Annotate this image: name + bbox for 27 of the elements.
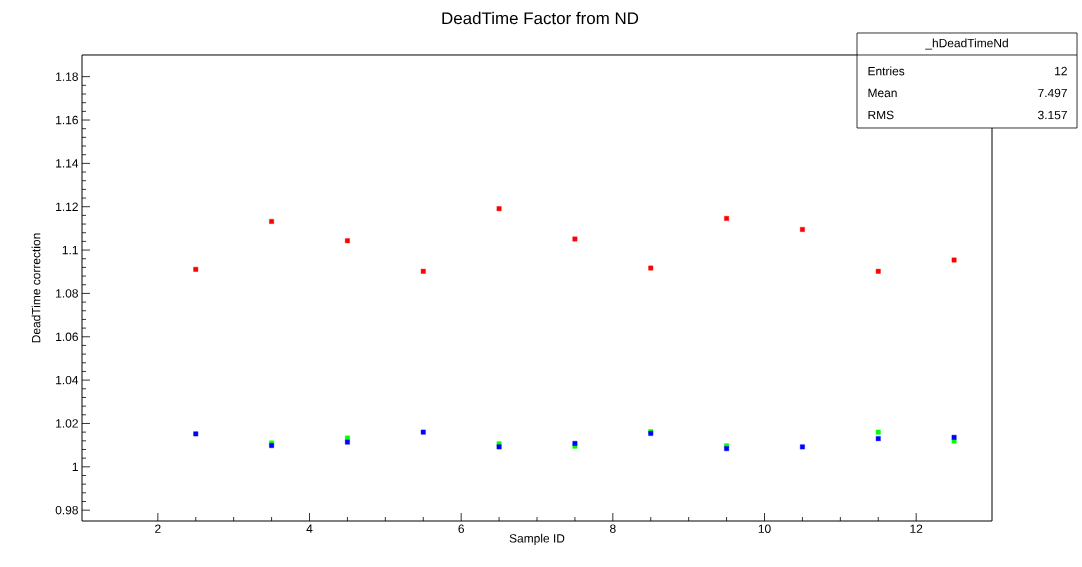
- y-tick-label: 1: [72, 462, 78, 471]
- x-axis-title: Sample ID: [509, 533, 565, 545]
- x-tick-label: 10: [758, 524, 771, 533]
- annotation: RMS: [868, 110, 894, 120]
- x-tick-label: 6: [458, 524, 464, 533]
- x-tick-label: 8: [610, 524, 616, 533]
- y-tick-label: 1.14: [56, 159, 79, 168]
- annotation: Entries: [868, 66, 905, 76]
- y-tick-label: 1.18: [56, 72, 78, 81]
- y-tick-label: 1.12: [56, 202, 78, 211]
- text: _hDeadTimeNd: [925, 38, 1008, 50]
- x-tick-label: 12: [910, 524, 923, 533]
- x-tick-label: 4: [306, 524, 313, 533]
- text: 7.497: [1038, 88, 1067, 98]
- y-tick-label: 1.02: [56, 419, 78, 428]
- y-tick-label: 0.98: [55, 505, 78, 515]
- x-tick-label: 2: [155, 524, 161, 533]
- chart-title: DeadTime Factor from ND: [442, 11, 639, 25]
- y-tick-label: 1.1: [62, 245, 78, 255]
- text: 12: [1055, 66, 1067, 76]
- text: 3.157: [1038, 110, 1067, 120]
- y-tick-label: 1.16: [56, 115, 78, 125]
- y-tick-label: 1.06: [56, 332, 78, 341]
- annotation: Mean: [868, 88, 897, 98]
- y-tick-label: 1.04: [56, 375, 79, 385]
- y-tick-label: 1.08: [56, 289, 78, 298]
- y-axis-title: DeadTime correction: [31, 233, 41, 343]
